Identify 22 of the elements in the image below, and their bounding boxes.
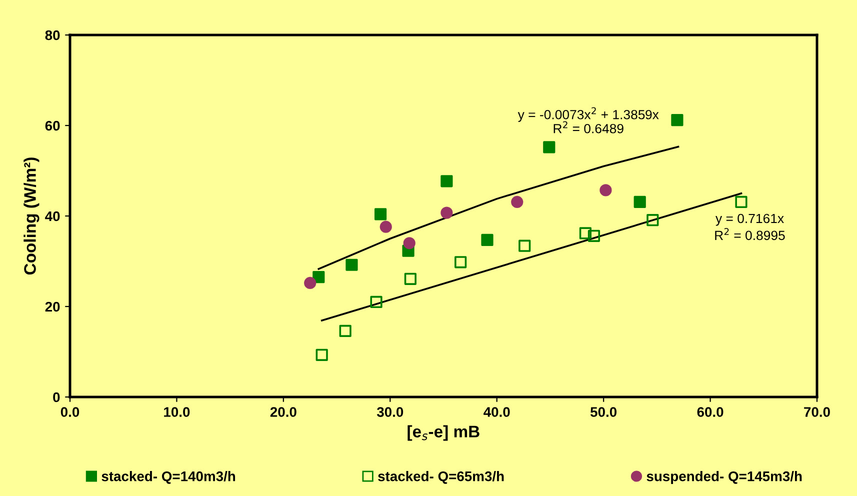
x-tick-label: 0.0 [60,407,80,417]
legend-label: suspended- Q=145m3/h [646,471,802,484]
y-tick-label: 60 [45,120,60,131]
y-tick-label: 20 [45,302,60,312]
x-tick-label: 50.0 [590,407,617,417]
legend-label: stacked- Q=65m3/h [378,471,504,484]
x-tick-label: 30.0 [376,407,404,417]
x-tick-label: 40.0 [484,407,510,417]
annotation: y = -0.0073x$^{2}$ + 1.3859x [518,107,659,122]
y-tick-label: 80 [45,30,60,40]
x-tick-label: 60.0 [697,407,724,417]
annotation: R$^{2}$ = 0.6489 [554,121,624,134]
legend-label: stacked- Q=140m3/h [102,471,236,484]
y-axis-title: Cooling (W/m²) [24,158,40,275]
x-axis-title: [e$_{s}$-e] mB [408,425,480,441]
x-tick-label: 10.0 [164,407,190,417]
annotation: R$^{2}$ = 0.8995 [715,228,785,240]
annotation: y = 0.7161x [716,214,784,226]
x-tick-label: 70.0 [804,407,830,417]
x-tick-label: 20.0 [270,407,296,417]
y-tick-label: 40 [45,211,60,222]
y-tick-label: 0 [53,392,60,402]
